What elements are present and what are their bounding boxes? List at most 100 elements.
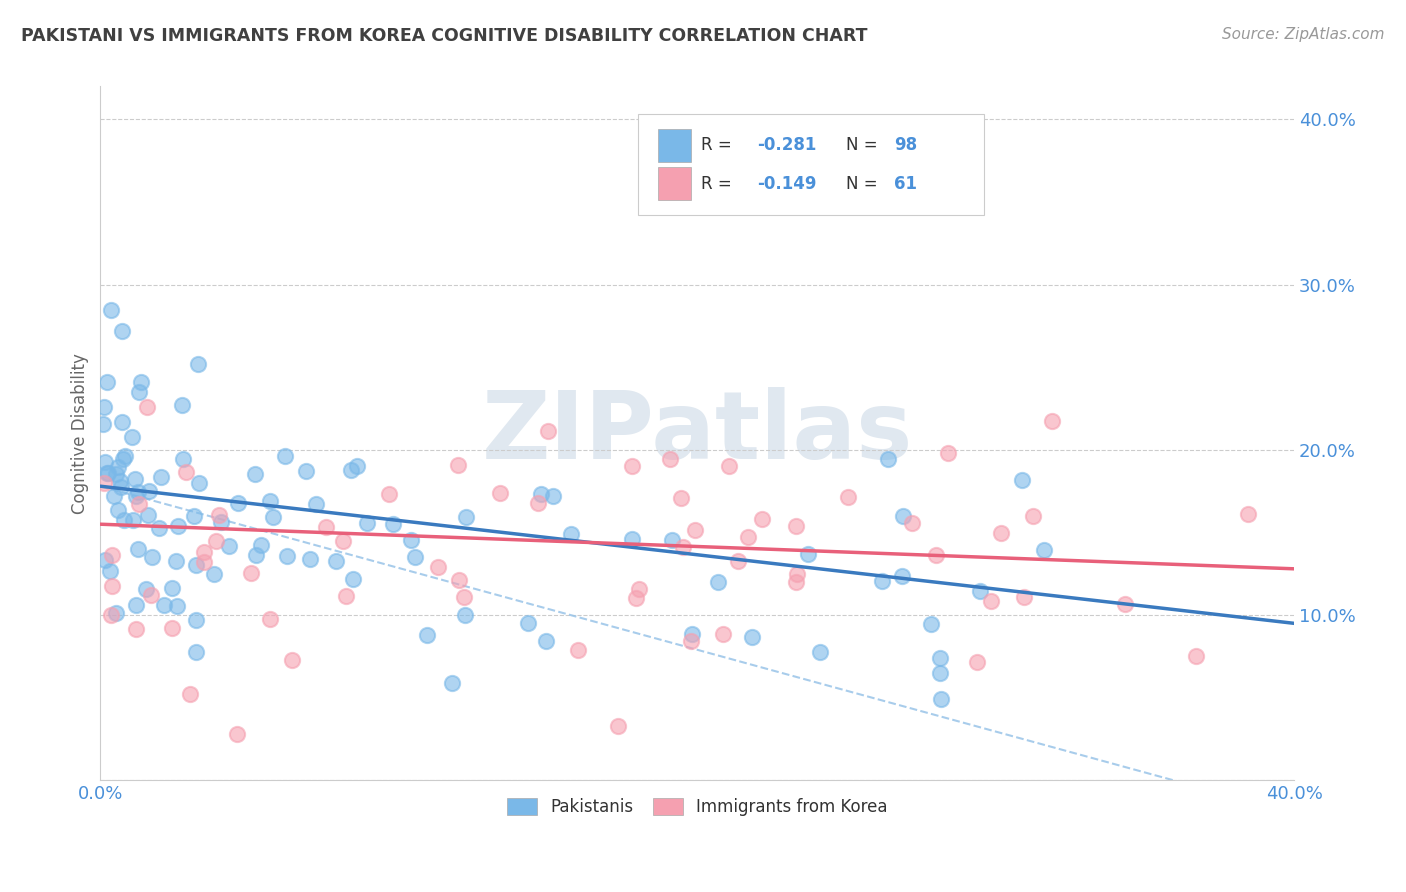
Point [920,617,942,632]
Point [399,533,422,547]
Point [187,358,209,372]
Point [530,486,553,500]
Legend: Pakistanis, Immigrants from Korea: Pakistanis, Immigrants from Korea [498,789,896,824]
Point [98,565,121,579]
Point [135,582,157,596]
Text: ZIPatlas: ZIPatlas [481,387,912,479]
Point [990,526,1012,541]
Point [527,496,550,510]
Point [91,417,114,431]
Point [335,589,357,603]
Point [125,489,148,503]
Point [112,452,135,467]
Point [332,534,354,549]
Point [148,521,170,535]
Point [901,516,924,530]
Point [138,484,160,499]
Point [711,627,734,641]
Point [969,583,991,598]
Point [891,569,914,583]
FancyBboxPatch shape [658,167,692,200]
Point [658,451,681,466]
Point [172,452,194,467]
Point [808,645,831,659]
Point [980,593,1002,607]
Point [107,503,129,517]
Point [153,598,176,612]
Point [166,599,188,613]
Point [128,497,150,511]
Point [128,385,150,400]
Point [404,549,426,564]
Point [121,430,143,444]
Point [796,547,818,561]
Point [1236,507,1258,521]
Point [122,513,145,527]
Point [176,465,198,479]
Point [226,496,249,510]
Point [139,588,162,602]
Point [447,573,470,587]
Point [607,719,630,733]
Point [105,606,128,620]
Point [453,590,475,604]
Point [488,486,510,500]
Text: R =: R = [700,136,737,154]
Point [100,608,122,623]
Point [110,415,132,429]
Point [727,554,749,568]
Point [786,566,808,581]
Point [751,512,773,526]
Point [626,591,648,606]
Point [96,466,118,480]
Point [938,446,960,460]
Point [877,452,900,467]
Point [620,458,643,473]
Text: -0.281: -0.281 [756,136,817,154]
Point [621,533,644,547]
Point [110,480,132,494]
Point [100,579,122,593]
Point [111,324,134,338]
Point [325,554,347,568]
Point [204,533,226,548]
Point [454,608,477,623]
Text: N =: N = [846,136,883,154]
Point [377,487,399,501]
Text: R =: R = [700,175,737,193]
Point [1011,473,1033,487]
FancyBboxPatch shape [658,128,692,162]
Point [929,692,952,706]
Point [105,467,128,481]
Point [427,560,450,574]
Point [661,533,683,547]
Point [1042,414,1064,428]
Point [188,475,211,490]
Point [149,470,172,484]
Point [186,558,208,572]
Point [94,553,117,567]
Point [276,549,298,564]
Point [669,491,692,506]
Point [97,466,120,480]
Point [127,541,149,556]
Point [560,527,582,541]
Point [1032,543,1054,558]
Point [131,375,153,389]
Point [209,515,232,529]
Point [96,375,118,389]
Point [160,621,183,635]
Point [218,539,240,553]
Point [627,582,650,597]
Point [567,642,589,657]
Point [208,508,231,522]
Point [872,574,894,588]
Point [785,519,807,533]
Point [184,645,207,659]
Point [245,548,267,562]
Point [124,472,146,486]
Y-axis label: Cognitive Disability: Cognitive Disability [72,353,89,514]
Point [517,615,540,630]
Point [107,460,129,475]
Point [240,566,263,580]
